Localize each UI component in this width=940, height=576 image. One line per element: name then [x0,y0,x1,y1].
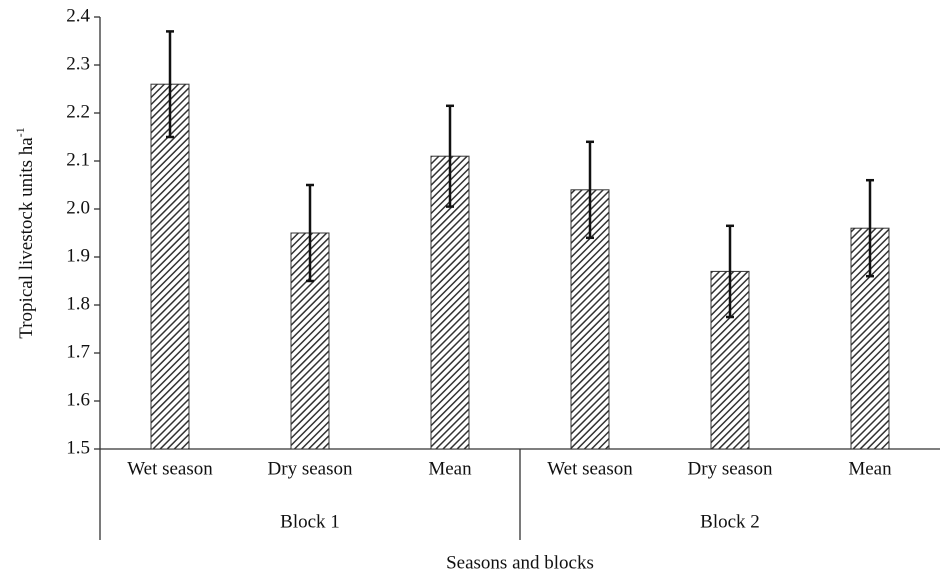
x-tick-label: Mean [848,458,892,479]
y-tick-label: 1.8 [66,293,90,314]
y-label-superscript: -1 [13,127,27,137]
y-axis-label: Tropical livestock units ha-1 [13,127,38,338]
y-tick-label: 1.5 [66,437,90,458]
y-tick-label: 2.1 [66,149,90,170]
y-tick-label: 1.6 [66,389,90,410]
x-tick-label: Mean [428,458,472,479]
x-tick-label: Dry season [268,458,353,479]
y-tick-label: 2.3 [66,53,90,74]
bar [150,83,190,450]
y-tick-label: 2.0 [66,197,90,218]
y-tick-label: 2.4 [66,5,90,26]
y-label-text: Tropical livestock units ha [16,137,37,339]
x-tick-label: Wet season [127,458,213,479]
y-tick-label: 2.2 [66,101,90,122]
group-label: Block 2 [700,511,760,532]
x-axis-label: Seasons and blocks [446,552,594,573]
bar [290,232,330,450]
x-tick-label: Wet season [547,458,633,479]
x-tick-label: Dry season [688,458,773,479]
y-tick-label: 1.9 [66,245,90,266]
y-tick-label: 1.7 [66,341,90,362]
group-label: Block 1 [280,511,340,532]
